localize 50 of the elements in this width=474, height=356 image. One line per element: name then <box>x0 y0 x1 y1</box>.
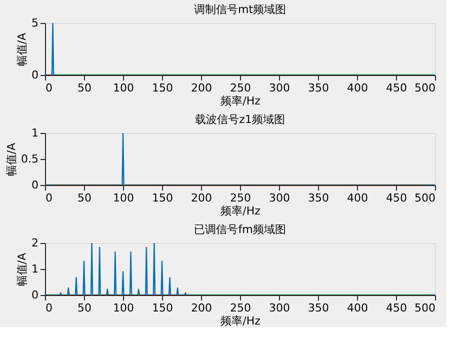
y-axis-title: 幅值/A <box>16 252 28 286</box>
x-tick-label: 50 <box>78 302 92 314</box>
x-tick-label: 300 <box>269 192 290 204</box>
x-tick-label: 50 <box>78 82 92 94</box>
x-tick-label: 0 <box>46 302 52 314</box>
x-tick-label: 300 <box>269 302 290 314</box>
x-tick-label: 500 <box>414 82 436 94</box>
y-tick-label: 0 <box>32 178 38 192</box>
x-axis-title: 频率/Hz <box>220 204 261 218</box>
chart-title: 载波信号z1频域图 <box>195 113 285 126</box>
x-tick-label: 250 <box>230 302 251 314</box>
x-tick-label: 150 <box>152 82 173 94</box>
chart-title: 已调信号fm频域图 <box>194 223 286 236</box>
y-tick-label: 1 <box>32 126 38 140</box>
x-tick-label: 350 <box>308 302 329 314</box>
x-tick-label: 200 <box>191 302 212 314</box>
x-tick-label: 100 <box>113 82 134 94</box>
x-tick-label: 250 <box>230 192 251 204</box>
x-tick-label: 100 <box>113 302 134 314</box>
y-axis-title: 幅值/A <box>5 142 18 176</box>
x-tick-label: 150 <box>152 302 173 314</box>
x-tick-label: 500 <box>414 192 436 204</box>
x-tick-label: 300 <box>269 82 290 94</box>
x-tick-label: 450 <box>386 82 407 94</box>
x-tick-label: 50 <box>78 192 92 204</box>
y-tick-label: 2 <box>32 236 38 250</box>
x-tick-label: 400 <box>347 192 368 204</box>
x-tick-label: 400 <box>347 302 368 314</box>
x-tick-label: 200 <box>191 192 212 204</box>
x-tick-label: 350 <box>308 82 329 94</box>
x-tick-label: 500 <box>414 302 436 314</box>
x-tick-label: 100 <box>113 192 134 204</box>
y-tick-label: 0.5 <box>21 152 38 166</box>
y-tick-label: 0 <box>32 288 38 302</box>
y-axis-title: 幅值/A <box>16 32 28 66</box>
y-tick-label: 0 <box>32 68 38 82</box>
x-tick-label: 450 <box>386 302 407 314</box>
y-tick-label: 1 <box>32 262 38 276</box>
x-tick-label: 0 <box>46 192 52 204</box>
x-tick-label: 200 <box>191 82 212 94</box>
x-tick-label: 0 <box>46 82 52 94</box>
x-axis-title: 频率/Hz <box>220 314 261 328</box>
x-tick-label: 400 <box>347 82 368 94</box>
x-tick-label: 350 <box>308 192 329 204</box>
x-axis-title: 频率/Hz <box>220 94 261 108</box>
x-tick-label: 250 <box>230 82 251 94</box>
y-tick-label: 5 <box>32 16 38 30</box>
x-tick-label: 150 <box>152 192 173 204</box>
x-tick-label: 450 <box>386 192 407 204</box>
chart-title: 调制信号mt频域图 <box>194 3 286 16</box>
